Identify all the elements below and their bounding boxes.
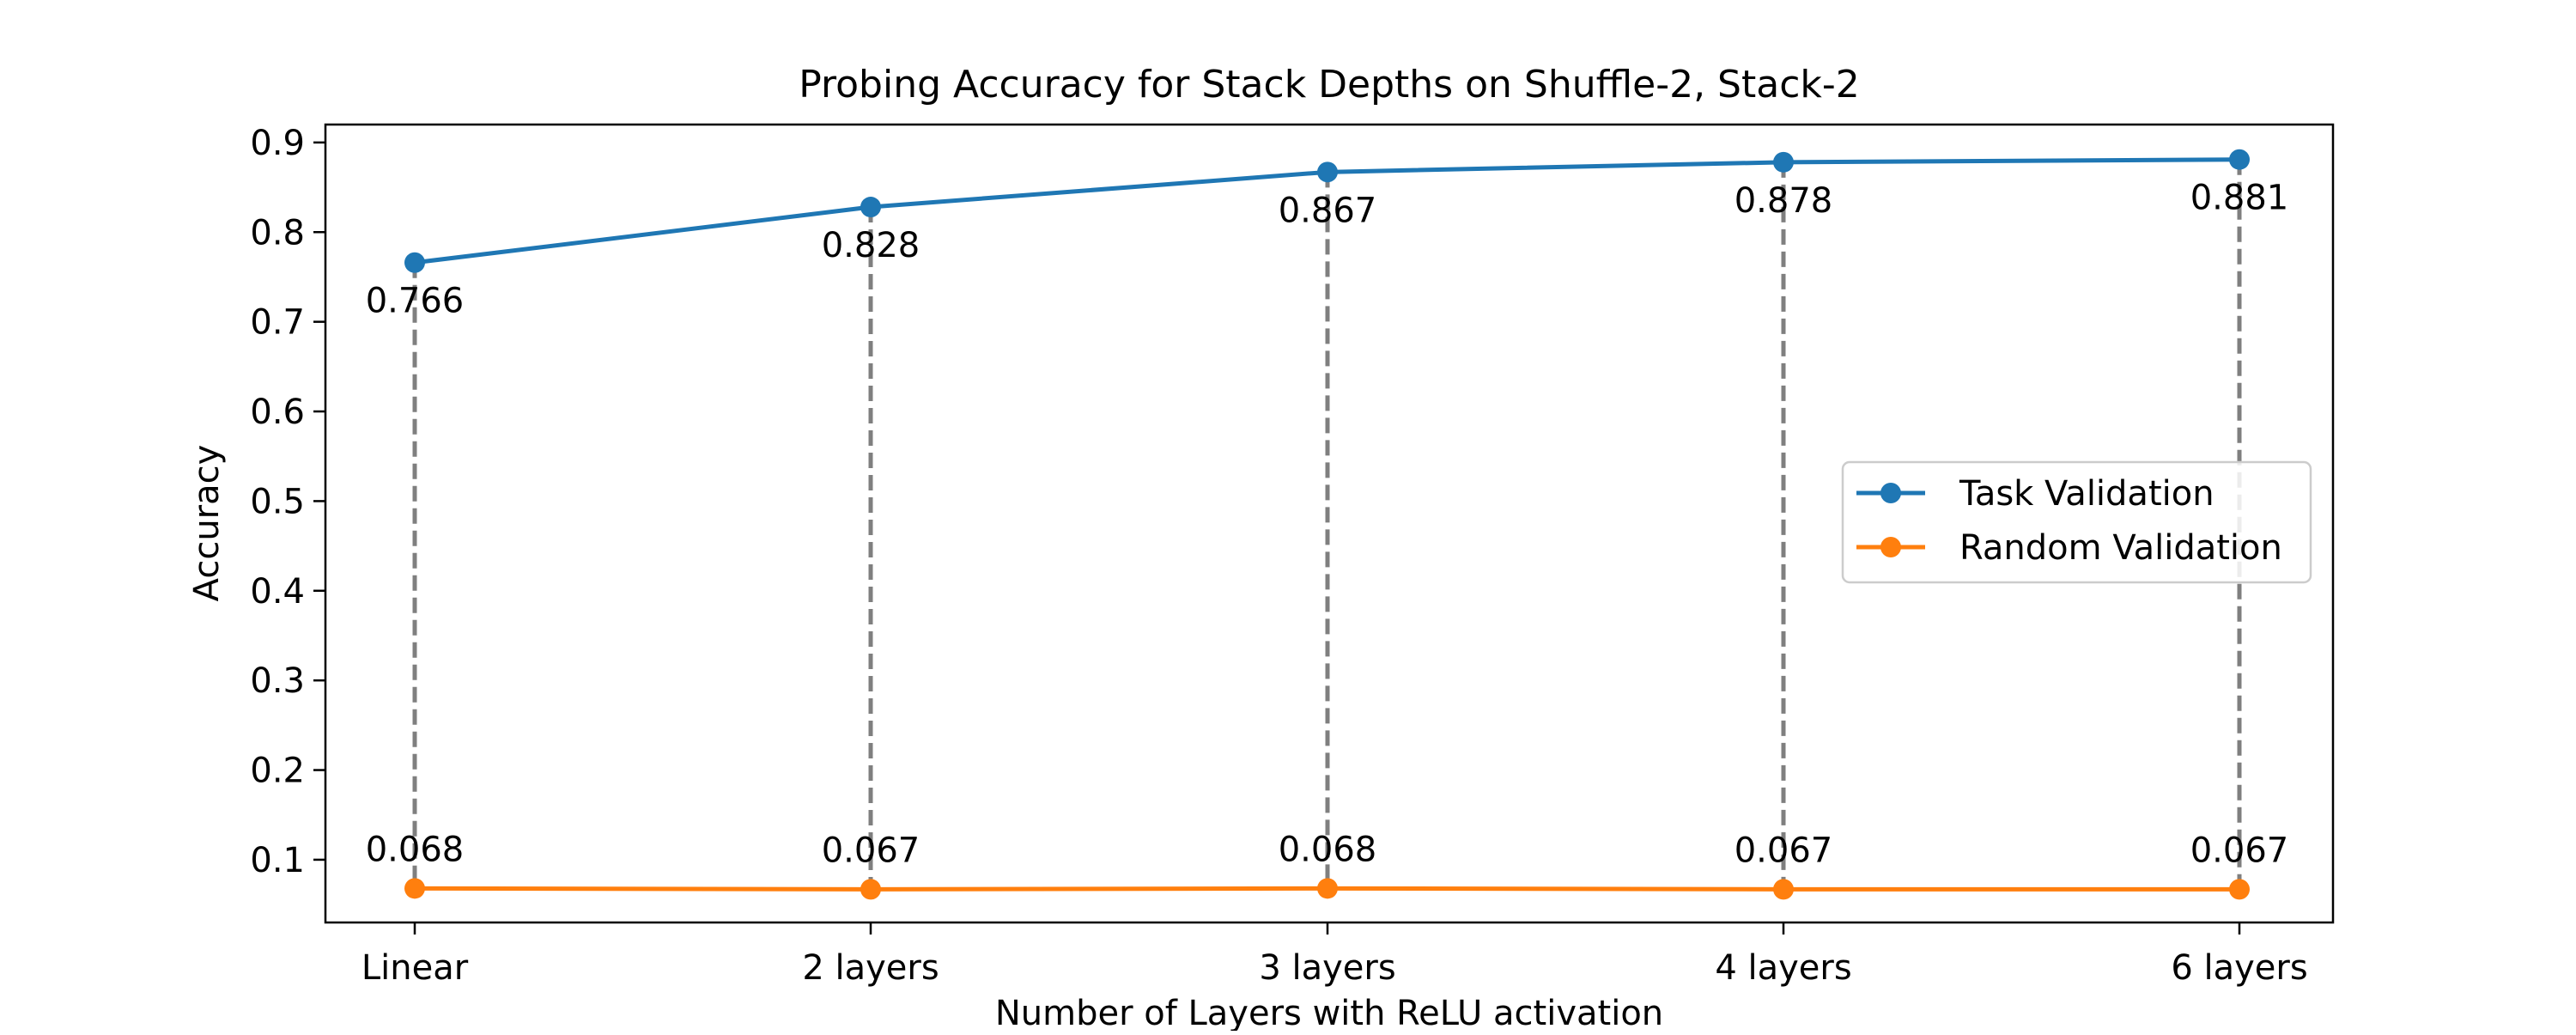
legend-label: Random Validation	[1959, 528, 2282, 568]
data-point	[404, 878, 425, 899]
data-point	[2229, 879, 2250, 900]
legend-label: Task Validation	[1959, 474, 2215, 514]
data-label: 0.067	[2190, 831, 2289, 870]
data-point	[1317, 878, 1338, 899]
data-point	[2229, 149, 2250, 170]
data-point	[860, 197, 881, 218]
y-tick-label: 0.6	[250, 393, 305, 432]
y-tick-label: 0.3	[250, 661, 305, 701]
y-tick-label: 0.1	[250, 841, 305, 880]
data-label: 0.068	[366, 830, 465, 869]
data-label: 0.068	[1279, 830, 1377, 869]
y-tick-label: 0.5	[250, 482, 305, 521]
plot-area-frame	[324, 123, 2335, 924]
y-tick-label: 0.9	[250, 124, 305, 163]
data-point	[860, 879, 881, 900]
data-label: 0.878	[1735, 181, 1833, 221]
data-label: 0.881	[2190, 179, 2289, 218]
y-tick-label: 0.8	[250, 213, 305, 253]
data-label: 0.867	[1279, 191, 1377, 230]
y-tick-label: 0.2	[250, 752, 305, 791]
data-label: 0.828	[822, 226, 920, 265]
x-tick-label: 6 layers	[2171, 948, 2307, 988]
x-tick-label: 2 layers	[802, 948, 939, 988]
x-tick-label: Linear	[361, 948, 469, 988]
x-tick-label: 3 layers	[1259, 948, 1395, 988]
axes-layer: 0.1 0.2 0.3 0.4 0.5 0.6 0.7 0.8 0.9 Linear 2 layer…	[250, 124, 2307, 988]
y-tick-label: 0.4	[250, 572, 305, 612]
legend-box	[1841, 460, 2312, 584]
data-point	[404, 252, 425, 273]
data-point	[1317, 161, 1338, 183]
y-axis-label: Accuracy	[187, 445, 227, 602]
points-layer	[404, 149, 2250, 900]
y-tick-label: 0.7	[250, 303, 305, 343]
x-tick-label: 4 layers	[1715, 948, 1851, 988]
x-axis-label: Number of Layers with ReLU activation	[995, 994, 1663, 1031]
legend: Task Validation Random Validation	[1841, 460, 2312, 584]
data-label: 0.067	[822, 831, 920, 870]
legend-marker	[1880, 537, 1901, 557]
data-label: 0.766	[366, 282, 465, 321]
data-point	[1773, 151, 1794, 173]
chart-title: Probing Accuracy for Stack Depths on Shu…	[799, 63, 1859, 107]
data-point	[1773, 879, 1794, 900]
data-label-layer: 0.766 0.828 0.867 0.878 0.881 0.068 0.067 0.068…	[366, 179, 2289, 871]
data-label: 0.067	[1735, 831, 1833, 870]
legend-marker	[1880, 483, 1901, 503]
